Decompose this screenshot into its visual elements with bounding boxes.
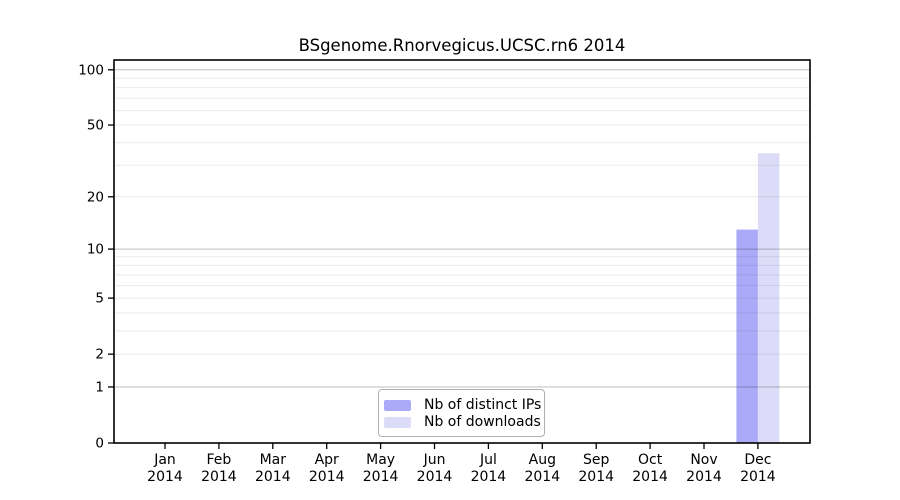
x-tick-label-year: 2014 [417, 469, 453, 485]
x-tick-label-year: 2014 [363, 469, 399, 485]
y-tick-label: 5 [95, 291, 104, 307]
x-tick-label-year: 2014 [471, 469, 507, 485]
bar-downloads-dec [757, 153, 780, 444]
x-tick-label-month: May [366, 452, 395, 468]
x-tick-label-year: 2014 [740, 469, 776, 485]
x-tick-label-month: Jul [479, 452, 497, 468]
y-tick-label: 20 [87, 189, 104, 205]
y-tick-label: 0 [95, 436, 104, 452]
legend-label-downloads: Nb of downloads [424, 414, 541, 430]
x-tick-label-month: Nov [690, 452, 717, 468]
bar-distinct-ips-dec [736, 229, 758, 443]
x-tick-label-year: 2014 [309, 469, 345, 485]
plot-border [113, 59, 811, 444]
legend-label-distinct-ips: Nb of distinct IPs [424, 397, 542, 413]
legend-swatch-distinct-ips [384, 400, 411, 411]
x-tick-label-year: 2014 [578, 469, 614, 485]
x-tick-label-month: Oct [638, 452, 663, 468]
x-tick-label-month: Feb [207, 452, 232, 468]
x-tick-label-year: 2014 [147, 469, 183, 485]
y-tick-label: 10 [87, 242, 104, 258]
legend-swatch-downloads [384, 417, 411, 428]
x-tick-label-year: 2014 [632, 469, 668, 485]
x-tick-label-month: Aug [529, 452, 556, 468]
y-tick-label: 50 [87, 118, 104, 134]
legend-item-downloads: Nb of downloads [384, 414, 541, 431]
x-tick-label-month: Apr [315, 452, 339, 468]
x-tick-label-month: Sep [583, 452, 610, 468]
x-tick-label-year: 2014 [201, 469, 237, 485]
x-tick-label-year: 2014 [686, 469, 722, 485]
legend: Nb of distinct IPs Nb of downloads [378, 389, 545, 437]
legend-item-distinct-ips: Nb of distinct IPs [384, 397, 542, 414]
x-tick-label-year: 2014 [524, 469, 560, 485]
y-tick-label: 1 [95, 379, 104, 395]
x-tick-label-month: Dec [744, 452, 771, 468]
x-tick-label-month: Jun [423, 452, 446, 468]
x-tick-label-year: 2014 [255, 469, 291, 485]
x-tick-label-month: Mar [260, 452, 287, 468]
x-tick-label-month: Jan [153, 452, 176, 468]
y-tick-label: 100 [78, 62, 104, 78]
chart-title: BSgenome.Rnorvegicus.UCSC.rn6 2014 [298, 36, 626, 55]
y-tick-label: 2 [95, 347, 104, 363]
